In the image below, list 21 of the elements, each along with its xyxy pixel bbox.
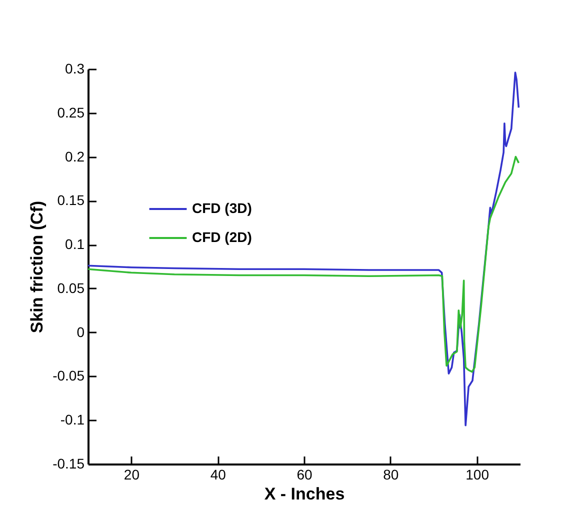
- line-series: [88, 72, 520, 426]
- x-tick-label: 20: [124, 466, 140, 482]
- y-tick-label: 0.15: [57, 192, 85, 208]
- x-tick-label: 100: [466, 466, 490, 482]
- y-tick-label: 0.1: [65, 236, 85, 252]
- x-tick-label: 40: [210, 466, 226, 482]
- y-tick-label: 0.3: [65, 60, 85, 76]
- y-tick-label: 0.2: [65, 148, 85, 164]
- y-tick-label: -0.1: [60, 412, 85, 428]
- y-tick-label: -0.15: [52, 456, 85, 472]
- x-axis-title: X - Inches: [264, 484, 345, 504]
- y-tick-label: 0.25: [57, 104, 85, 120]
- y-tick-label: 0.05: [57, 280, 85, 296]
- y-tick-label: -0.05: [52, 368, 85, 384]
- y-axis-title: Skin friction (Cf): [28, 200, 47, 334]
- x-tick-label: 80: [383, 466, 399, 482]
- y-tick-label: 0: [76, 324, 85, 340]
- line-series: [88, 156, 520, 373]
- legend-label: CFD (2D): [192, 229, 252, 245]
- legend-label: CFD (3D): [192, 200, 252, 216]
- x-tick-label: 60: [296, 466, 312, 482]
